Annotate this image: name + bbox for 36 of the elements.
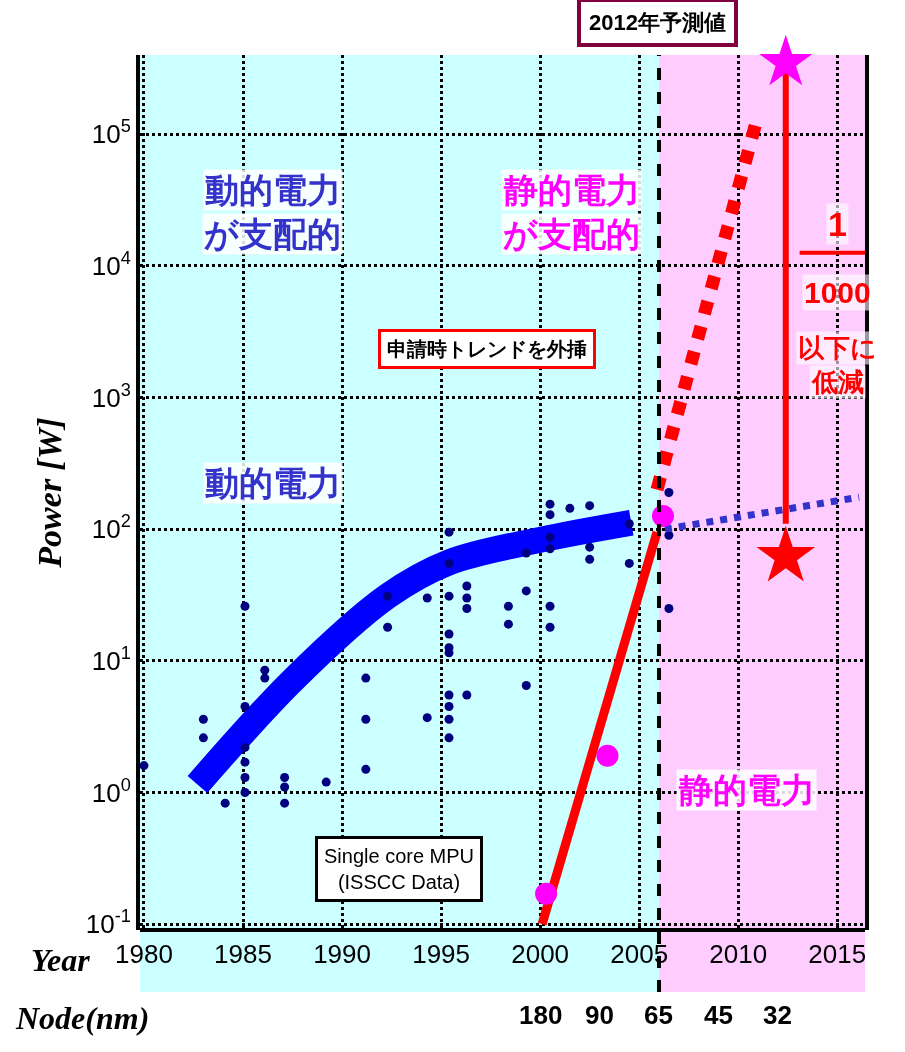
y-tick-label: 10$^{4}$: [91, 248, 131, 281]
text: Node(nm): [15, 1000, 150, 1036]
x-tick-label: 2000: [511, 939, 570, 970]
y-tick-label: 10$^{5}$: [91, 116, 131, 150]
x-axis-title: Year: [31, 942, 91, 978]
text: 90: [585, 1000, 614, 1030]
y-tick-label: 10$^{1}$: [91, 643, 131, 676]
y-axis-title: Power [W]: [30, 417, 68, 569]
x-tick-label: 1980: [115, 939, 173, 970]
annotation: 低減: [811, 367, 864, 397]
y-tick-label: 10$^{3}$: [91, 379, 131, 413]
x-tick-label: 2005: [610, 939, 669, 970]
y-tick-label: 10$^{2}$: [91, 511, 131, 545]
annotation: 以下に: [798, 333, 877, 363]
annotation: が支配的: [204, 215, 341, 253]
x-tick-label: 2010: [709, 939, 768, 970]
annotation: 静的電力: [503, 171, 640, 209]
y-tick-label: 10$^{-1}$: [85, 906, 131, 940]
annotation: 1000: [804, 276, 871, 309]
annotation: 静的電力: [678, 771, 815, 809]
y-tick-label: 10$^{0}$: [91, 774, 131, 808]
x-tick-label: 1985: [214, 939, 272, 970]
text: 180: [519, 1000, 563, 1030]
chart-title: 2012年予測値: [589, 10, 726, 35]
annotation: 申請時トレンドを外挿: [387, 338, 587, 360]
x-tick-label: 2015: [808, 939, 867, 970]
text: 32: [763, 1000, 792, 1030]
annotation: が支配的: [503, 215, 640, 253]
text: 65: [644, 1000, 673, 1030]
annotation: 動的電力: [205, 464, 341, 502]
text: 45: [704, 1000, 733, 1030]
annotation: 動的電力: [205, 171, 341, 209]
annotation: Single core MPU (ISSCC Data): [324, 845, 475, 893]
x-tick-label: 1995: [412, 939, 471, 970]
annotation: 1: [828, 205, 847, 243]
x-tick-label: 1990: [313, 939, 371, 970]
